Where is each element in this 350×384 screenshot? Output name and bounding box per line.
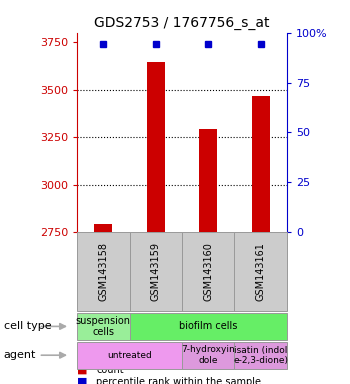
Text: isatin (indol
e-2,3-dione): isatin (indol e-2,3-dione) xyxy=(233,346,288,365)
Text: biofilm cells: biofilm cells xyxy=(179,321,237,331)
Text: ■: ■ xyxy=(77,365,88,375)
Text: ■: ■ xyxy=(77,377,88,384)
Text: suspension
cells: suspension cells xyxy=(76,316,131,337)
Bar xyxy=(252,96,270,232)
Bar xyxy=(94,224,112,232)
Text: GSM143160: GSM143160 xyxy=(203,242,213,301)
Text: GSM143161: GSM143161 xyxy=(256,242,266,301)
Text: GSM143159: GSM143159 xyxy=(151,242,161,301)
Text: cell type: cell type xyxy=(4,321,51,331)
Text: percentile rank within the sample: percentile rank within the sample xyxy=(96,377,261,384)
Text: untreated: untreated xyxy=(107,351,152,360)
Bar xyxy=(147,61,165,232)
Title: GDS2753 / 1767756_s_at: GDS2753 / 1767756_s_at xyxy=(94,16,270,30)
Text: agent: agent xyxy=(4,350,36,360)
Bar xyxy=(199,129,217,232)
Text: 7-hydroxyin
dole: 7-hydroxyin dole xyxy=(181,346,235,365)
Text: count: count xyxy=(96,365,124,375)
Text: GSM143158: GSM143158 xyxy=(98,242,108,301)
